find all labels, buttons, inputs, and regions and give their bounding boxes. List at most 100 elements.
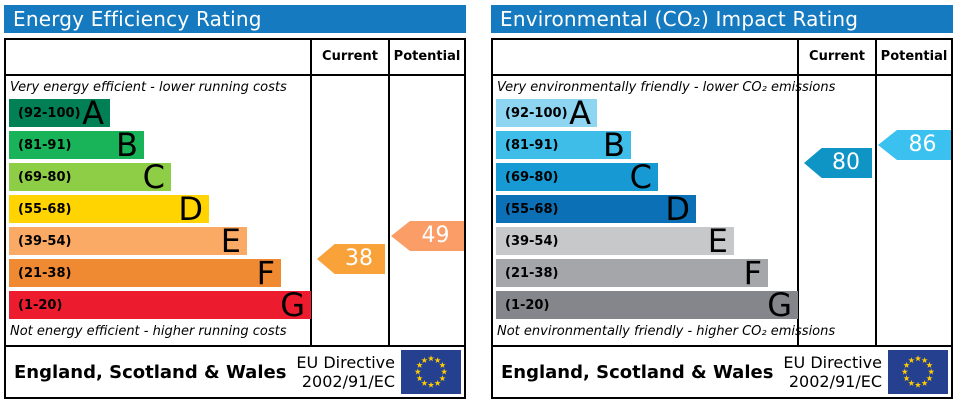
eu-flag-star (434, 379, 441, 386)
footer-divider (493, 345, 951, 347)
eu-flag-star (908, 357, 915, 364)
region-label: England, Scotland & Wales (14, 361, 287, 383)
panel-header: Environmental (CO₂) Impact Rating (491, 5, 953, 33)
eu-flag-star (414, 368, 421, 375)
page-title: Energy Efficiency Rating (13, 7, 262, 31)
eu-flag-star (926, 375, 933, 382)
current-rating-arrow: 80 (804, 148, 872, 178)
current-rating-value: 38 (345, 246, 373, 271)
eu-flag-star (416, 361, 423, 368)
eu-flag-star (421, 379, 428, 386)
band-list: (92-100) A (81-91) B (69-80) C (55-68) D (39-54)… (9, 94, 311, 321)
current-rating-value: 80 (832, 150, 860, 175)
eu-directive-line2: 2002/91/EC (301, 372, 395, 391)
eu-flag-star (908, 379, 915, 386)
column-divider (797, 40, 799, 345)
band-range-label: (39-54) (18, 233, 72, 249)
band-range-label: (92-100) (505, 105, 568, 121)
eu-directive-label: EU Directive 2002/91/EC (296, 353, 401, 391)
eu-flag-star (439, 375, 446, 382)
panel-header: Energy Efficiency Rating (4, 5, 466, 33)
header-divider (6, 74, 464, 76)
eu-flag-star (439, 361, 446, 368)
band-row-e: (39-54) E (496, 222, 734, 260)
band-range-label: (55-68) (505, 201, 559, 217)
band-row-d: (55-68) D (496, 190, 696, 228)
potential-column-header: Potential (880, 49, 948, 64)
eu-flag-star (926, 361, 933, 368)
eu-flag-star (914, 355, 922, 362)
current-column-header: Current (322, 49, 378, 64)
band-letter: D (665, 190, 690, 228)
band-row-g: (1-20) G (496, 289, 798, 321)
band-letter: B (603, 126, 625, 164)
current-rating-arrow: 38 (317, 244, 385, 274)
footer-divider (6, 345, 464, 347)
band-row-a: (92-100) A (9, 94, 110, 132)
band-range-label: (55-68) (18, 201, 72, 217)
band-row-e: (39-54) E (9, 222, 247, 260)
eu-directive-label: EU Directive 2002/91/EC (783, 353, 888, 391)
band-range-label: (1-20) (18, 297, 63, 313)
band-row-a: (92-100) A (496, 94, 597, 132)
rating-table: Current Potential Very environmentally f… (491, 38, 953, 399)
energy-efficiency-panel: Energy Efficiency Rating Current Potenti… (4, 5, 466, 399)
band-range-label: (21-38) (505, 265, 559, 281)
band-letter: F (256, 254, 275, 292)
band-row-g: (1-20) G (9, 289, 311, 321)
table-footer: England, Scotland & Wales EU Directive 2… (493, 347, 951, 397)
band-letter: B (116, 126, 138, 164)
eu-flag-star (421, 357, 428, 364)
eu-directive-line1: EU Directive (296, 352, 395, 372)
page-title: Environmental (CO₂) Impact Rating (500, 7, 859, 31)
bottom-caption: Not environmentally friendly - higher CO… (497, 324, 836, 339)
top-caption: Very energy efficient - lower running co… (10, 80, 287, 95)
band-range-label: (81-91) (18, 137, 72, 153)
eu-flag-star (427, 381, 435, 388)
band-letter: A (82, 94, 104, 132)
eu-flag-star (901, 368, 908, 375)
band-row-d: (55-68) D (9, 190, 209, 228)
band-row-c: (69-80) C (496, 158, 658, 196)
band-letter: A (569, 94, 591, 132)
band-range-label: (81-91) (505, 137, 559, 153)
column-divider (388, 40, 390, 345)
band-row-f: (21-38) F (9, 254, 281, 292)
current-column-header: Current (809, 49, 865, 64)
band-letter: C (629, 158, 652, 196)
bottom-caption: Not energy efficient - higher running co… (10, 324, 287, 339)
band-letter: E (220, 222, 241, 260)
column-divider (310, 40, 312, 345)
eu-flag-icon (401, 350, 461, 394)
eu-flag-star (921, 379, 928, 386)
potential-rating-value: 49 (421, 223, 450, 248)
eu-flag-star (903, 375, 910, 382)
band-list: (92-100) A (81-91) B (69-80) C (55-68) D (39-54)… (496, 94, 798, 321)
rating-table: Current Potential Very energy efficient … (4, 38, 466, 399)
band-range-label: (69-80) (505, 169, 559, 185)
eu-flag-star (903, 361, 910, 368)
band-range-label: (39-54) (505, 233, 559, 249)
top-caption: Very environmentally friendly - lower CO… (497, 80, 836, 95)
potential-rating-arrow: 49 (391, 221, 464, 251)
region-label: England, Scotland & Wales (501, 361, 774, 383)
eu-flag-star (427, 355, 435, 362)
band-range-label: (92-100) (18, 105, 81, 121)
eu-flag-star (416, 375, 423, 382)
table-footer: England, Scotland & Wales EU Directive 2… (6, 347, 464, 397)
band-letter: C (142, 158, 165, 196)
eu-flag-star (914, 381, 922, 388)
band-row-f: (21-38) F (496, 254, 768, 292)
eu-flag-icon (888, 350, 948, 394)
band-letter: E (707, 222, 728, 260)
band-letter: D (178, 190, 203, 228)
eu-flag-star (921, 357, 928, 364)
potential-rating-arrow: 86 (878, 130, 951, 160)
band-row-b: (81-91) B (9, 126, 144, 164)
band-range-label: (69-80) (18, 169, 72, 185)
band-letter: F (743, 254, 762, 292)
column-divider (875, 40, 877, 345)
eu-directive-line1: EU Directive (783, 352, 882, 372)
band-row-b: (81-91) B (496, 126, 631, 164)
